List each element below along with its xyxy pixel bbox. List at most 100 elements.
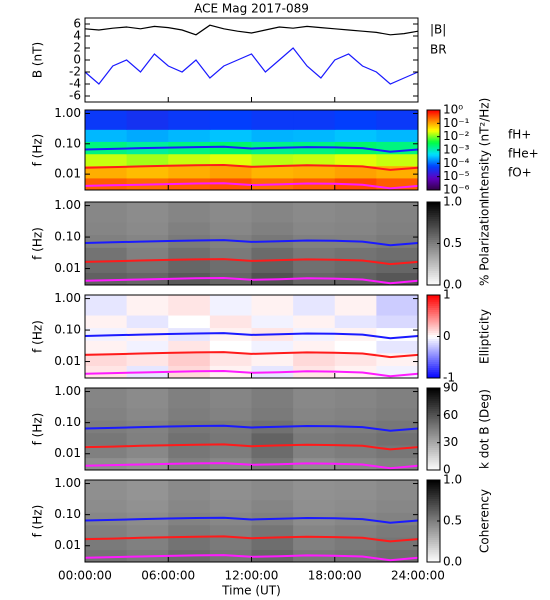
- colorbar-step: [427, 453, 440, 457]
- colorbar-step: [427, 559, 440, 563]
- heatmap-cell: [293, 315, 336, 329]
- x-axis-label: Time (UT): [221, 584, 281, 598]
- colorbar-step: [427, 408, 440, 412]
- heatmap-cell: [334, 247, 377, 261]
- chart-title: ACE Mag 2017-089: [194, 2, 309, 16]
- heatmap-cell: [376, 480, 419, 501]
- colorbar-step: [427, 422, 440, 426]
- heatmap-cell: [126, 340, 169, 354]
- colorbar-step: [427, 363, 440, 367]
- colorbar-frame: [426, 387, 441, 471]
- heatmap-cell: [126, 222, 169, 236]
- colorbar-step: [427, 251, 440, 255]
- colorbar-tick-label: 10⁻¹: [443, 116, 470, 130]
- colorbar-step: [427, 313, 440, 317]
- colorbar-step: [427, 348, 440, 352]
- heatmap-cell: [334, 153, 377, 167]
- colorbar-step: [427, 168, 440, 171]
- colorbar-step: [427, 226, 440, 230]
- colorbar-step: [427, 416, 440, 420]
- heatmap-cell: [209, 247, 252, 261]
- colorbar-step: [427, 510, 440, 514]
- colorbar-step: [427, 492, 440, 495]
- colorbar-tick-label: 10⁻³: [443, 143, 470, 157]
- colorbar-tick-label: 10⁰: [443, 103, 463, 117]
- colorbar-step: [427, 228, 440, 232]
- heatmap-cell: [209, 388, 252, 409]
- y-tick-label: 0.10: [54, 507, 81, 521]
- heatmap-cell: [293, 499, 336, 513]
- legend-label: BR: [430, 43, 447, 57]
- y-tick-label: 1.00: [54, 291, 81, 305]
- colorbar-step: [427, 539, 440, 542]
- heatmap-cell: [293, 247, 336, 261]
- colorbar-step: [427, 459, 440, 463]
- colorbar-step: [427, 138, 440, 141]
- colorbar-step: [427, 369, 440, 373]
- heatmap-cell: [251, 388, 294, 409]
- colorbar-step: [427, 496, 440, 499]
- colorbar-step: [427, 418, 440, 422]
- colorbar-step: [427, 424, 440, 428]
- colorbar-step: [427, 186, 440, 189]
- series-line: [84, 535, 419, 543]
- heatmap-cell: [126, 388, 169, 409]
- heatmap-cell: [293, 445, 336, 459]
- series-line: [84, 424, 419, 432]
- heatmap-cell: [334, 315, 377, 329]
- colorbar-step: [427, 326, 440, 329]
- heatmap-cell: [126, 432, 169, 446]
- heatmap-cell: [334, 129, 377, 142]
- y-axis-label: B (nT): [31, 42, 45, 78]
- heatmap-cell: [126, 295, 169, 316]
- heatmap-cell: [251, 537, 294, 551]
- colorbar-step: [427, 431, 440, 434]
- x-tick-label: 06:00:00: [141, 569, 195, 583]
- y-tick-label: -6: [69, 89, 81, 103]
- colorbar-step: [427, 116, 440, 119]
- heatmap-cell: [293, 259, 336, 273]
- heatmap-cell: [168, 202, 211, 223]
- colorbar-step: [427, 212, 440, 215]
- colorbar-step: [427, 506, 440, 510]
- colorbar-step: [427, 182, 440, 185]
- colorbar-step: [427, 435, 440, 438]
- heatmap-cell: [251, 407, 294, 421]
- colorbar-step: [427, 321, 440, 325]
- colorbar-label: Intensity (nT²/Hz): [478, 98, 492, 203]
- heatmap-cell: [168, 352, 211, 366]
- colorbar-tick-label: -1: [443, 371, 455, 385]
- colorbar-step: [427, 373, 440, 377]
- y-axis-label: f (Hz): [31, 320, 45, 353]
- y-tick-label: -4: [69, 77, 81, 91]
- heatmap-cell: [251, 352, 294, 366]
- heatmap-cell: [334, 165, 377, 179]
- colorbar-step: [427, 531, 440, 534]
- colorbar-step: [427, 451, 440, 455]
- colorbar-step: [427, 208, 440, 211]
- colorbar-step: [427, 437, 440, 440]
- y-tick-label: 0.01: [54, 261, 81, 275]
- colorbar-step: [427, 512, 440, 516]
- colorbar-step: [427, 114, 440, 117]
- colorbar-step: [427, 406, 440, 409]
- heatmap-cell: [334, 480, 377, 501]
- colorbar-step: [427, 502, 440, 506]
- heatmap-cell: [293, 480, 336, 501]
- heatmap-cell: [126, 499, 169, 513]
- colorbar-step: [427, 412, 440, 416]
- colorbar-tick-label: 90: [443, 381, 458, 395]
- heatmap-cell: [85, 365, 128, 379]
- heatmap-cell: [334, 352, 377, 366]
- colorbar-step: [427, 500, 440, 504]
- heatmap-cell: [376, 524, 419, 538]
- heatmap-cell: [376, 327, 419, 341]
- colorbar-step: [427, 396, 440, 399]
- colorbar-step: [427, 317, 440, 321]
- heatmap-cell: [376, 388, 419, 409]
- heatmap-cell: [376, 129, 419, 142]
- colorbar-label: % Polarization: [478, 201, 492, 286]
- colorbar-step: [427, 404, 440, 407]
- heatmap-cell: [209, 165, 252, 179]
- heatmap-cell: [376, 407, 419, 421]
